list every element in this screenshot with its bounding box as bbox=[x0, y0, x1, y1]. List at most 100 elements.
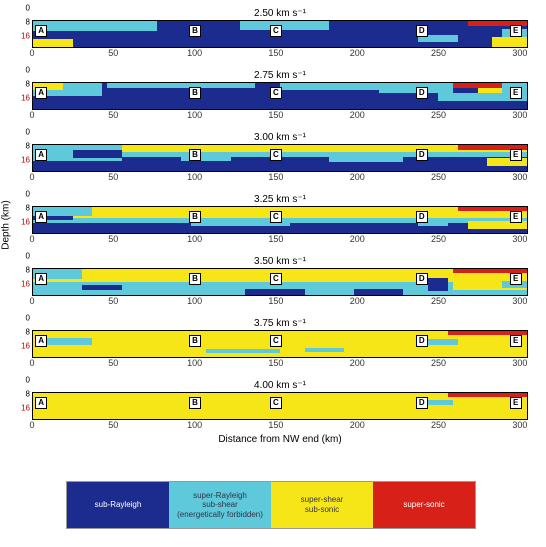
velocity-region bbox=[329, 155, 403, 162]
x-tick-label: 200 bbox=[350, 358, 365, 368]
x-tick-label: 300 bbox=[512, 234, 527, 244]
x-tick-label: 50 bbox=[108, 420, 118, 430]
panel-title: 2.50 km s⁻¹ bbox=[32, 8, 528, 19]
y-tick-label: 16 bbox=[21, 280, 30, 289]
legend: sub-Rayleighsuper-Rayleigh sub-shear (en… bbox=[66, 481, 476, 529]
x-tick-label: 300 bbox=[512, 48, 527, 58]
figure: Depth (km) 2.50 km s⁻¹ABCDE0816050100150… bbox=[4, 8, 538, 529]
velocity-region bbox=[33, 21, 157, 31]
x-tick-label: 0 bbox=[29, 234, 34, 244]
x-tick-label: 50 bbox=[108, 234, 118, 244]
panel-title: 2.75 km s⁻¹ bbox=[32, 70, 528, 81]
x-tick-label: 100 bbox=[187, 110, 202, 120]
velocity-region bbox=[428, 278, 448, 291]
y-ticks: 0816 bbox=[16, 132, 30, 160]
plot-area: ABCDE bbox=[32, 144, 528, 172]
plot-area: ABCDE bbox=[32, 206, 528, 234]
x-ticks: 050100150200250300 bbox=[32, 296, 528, 308]
x-tick-label: 250 bbox=[431, 358, 446, 368]
velocity-region bbox=[492, 37, 527, 47]
panel-title: 3.00 km s⁻¹ bbox=[32, 132, 528, 143]
x-tick-label: 250 bbox=[431, 234, 446, 244]
station-marker: B bbox=[189, 149, 201, 161]
velocity-region bbox=[33, 39, 73, 47]
x-tick-label: 200 bbox=[350, 420, 365, 430]
station-marker: B bbox=[189, 25, 201, 37]
panel: 3.50 km s⁻¹ABCDE0816050100150200250300 bbox=[32, 256, 528, 308]
station-marker: A bbox=[35, 211, 47, 223]
x-tick-label: 150 bbox=[268, 358, 283, 368]
y-tick-label: 8 bbox=[26, 142, 30, 151]
x-tick-label: 250 bbox=[431, 48, 446, 58]
x-tick-label: 300 bbox=[512, 358, 527, 368]
station-marker: E bbox=[510, 87, 522, 99]
x-axis-label: Distance from NW end (km) bbox=[32, 434, 528, 445]
x-tick-label: 0 bbox=[29, 296, 34, 306]
y-tick-label: 16 bbox=[21, 94, 30, 103]
plot-area: ABCDE bbox=[32, 20, 528, 48]
y-tick-label: 16 bbox=[21, 156, 30, 165]
y-tick-label: 0 bbox=[26, 128, 30, 137]
x-tick-label: 50 bbox=[108, 296, 118, 306]
panel-title: 3.25 km s⁻¹ bbox=[32, 194, 528, 205]
y-tick-label: 0 bbox=[26, 376, 30, 385]
station-marker: D bbox=[416, 335, 428, 347]
x-tick-label: 100 bbox=[187, 296, 202, 306]
x-tick-label: 250 bbox=[431, 296, 446, 306]
y-ticks: 0816 bbox=[16, 8, 30, 36]
station-marker: E bbox=[510, 149, 522, 161]
plot-area: ABCDE bbox=[32, 268, 528, 296]
y-tick-label: 16 bbox=[21, 32, 30, 41]
station-marker: D bbox=[416, 211, 428, 223]
y-tick-label: 0 bbox=[26, 4, 30, 13]
x-tick-label: 150 bbox=[268, 234, 283, 244]
y-tick-label: 8 bbox=[26, 80, 30, 89]
x-tick-label: 0 bbox=[29, 110, 34, 120]
station-marker: A bbox=[35, 25, 47, 37]
velocity-region bbox=[43, 338, 92, 346]
x-tick-label: 100 bbox=[187, 48, 202, 58]
station-marker: E bbox=[510, 25, 522, 37]
x-ticks: 050100150200250300 bbox=[32, 48, 528, 60]
x-tick-label: 0 bbox=[29, 420, 34, 430]
x-tick-label: 0 bbox=[29, 172, 34, 182]
station-marker: C bbox=[270, 149, 282, 161]
panel-title: 4.00 km s⁻¹ bbox=[32, 380, 528, 391]
station-marker: D bbox=[416, 87, 428, 99]
y-ticks: 0816 bbox=[16, 380, 30, 408]
station-marker: A bbox=[35, 273, 47, 285]
x-tick-label: 50 bbox=[108, 110, 118, 120]
x-tick-label: 300 bbox=[512, 110, 527, 120]
x-tick-label: 200 bbox=[350, 172, 365, 182]
velocity-region bbox=[245, 289, 304, 296]
station-marker: A bbox=[35, 397, 47, 409]
y-ticks: 0816 bbox=[16, 194, 30, 222]
x-tick-label: 100 bbox=[187, 420, 202, 430]
y-ticks: 0816 bbox=[16, 70, 30, 98]
panel: 3.00 km s⁻¹ABCDE0816050100150200250300 bbox=[32, 132, 528, 184]
y-tick-label: 16 bbox=[21, 404, 30, 413]
x-tick-label: 0 bbox=[29, 48, 34, 58]
x-tick-label: 200 bbox=[350, 110, 365, 120]
velocity-region bbox=[107, 83, 255, 88]
velocity-region bbox=[240, 21, 329, 30]
station-marker: C bbox=[270, 335, 282, 347]
legend-item: super-sonic bbox=[373, 482, 475, 528]
velocity-region bbox=[73, 150, 122, 158]
station-marker: A bbox=[35, 149, 47, 161]
x-tick-label: 200 bbox=[350, 234, 365, 244]
panel: 2.75 km s⁻¹ABCDE0816050100150200250300 bbox=[32, 70, 528, 122]
plot-area: ABCDE bbox=[32, 82, 528, 110]
x-tick-label: 250 bbox=[431, 172, 446, 182]
x-tick-label: 150 bbox=[268, 48, 283, 58]
y-tick-label: 8 bbox=[26, 18, 30, 27]
velocity-region bbox=[82, 285, 122, 290]
plot-area: ABCDE bbox=[32, 330, 528, 358]
station-marker: E bbox=[510, 397, 522, 409]
panel-title: 3.75 km s⁻¹ bbox=[32, 318, 528, 329]
y-tick-label: 16 bbox=[21, 342, 30, 351]
velocity-region bbox=[428, 400, 453, 405]
y-tick-label: 8 bbox=[26, 328, 30, 337]
x-tick-label: 250 bbox=[431, 110, 446, 120]
x-ticks: 050100150200250300 bbox=[32, 234, 528, 246]
